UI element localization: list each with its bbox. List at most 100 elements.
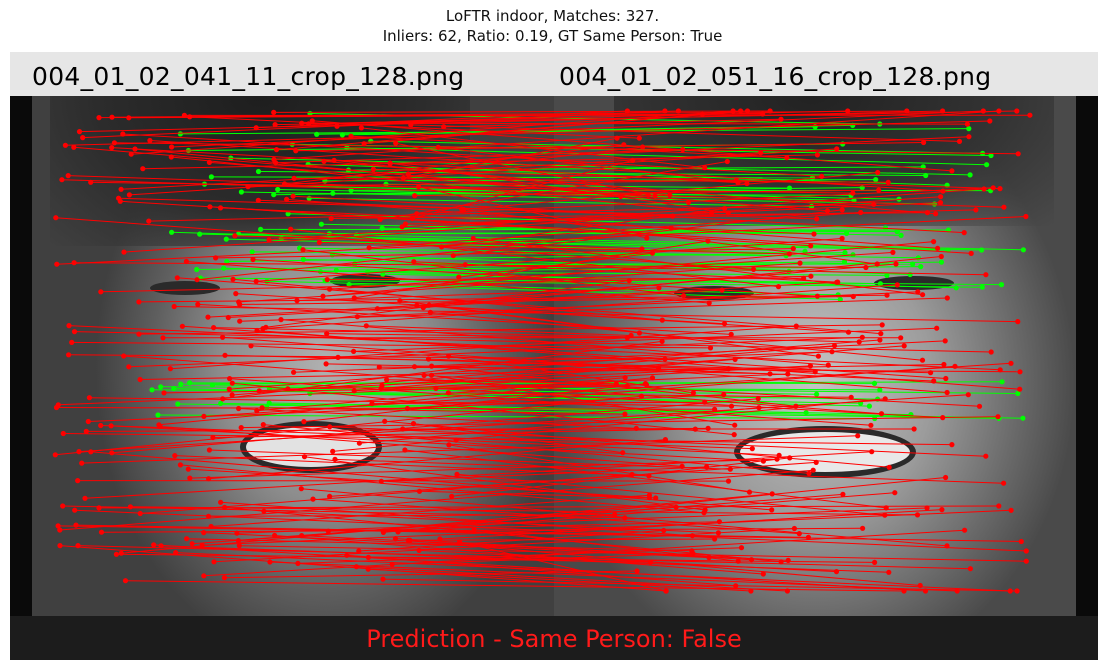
inlier-keypoint-left	[223, 236, 229, 242]
outlier-match-line	[55, 395, 642, 456]
outlier-keypoint-left	[172, 453, 178, 459]
outlier-keypoint-left	[250, 256, 256, 263]
outlier-keypoint-left	[236, 405, 242, 412]
outlier-match-line	[81, 435, 858, 464]
outlier-match-line	[68, 354, 666, 360]
outlier-keypoint-right	[898, 335, 904, 341]
outlier-keypoint-right	[915, 289, 921, 295]
outlier-match-line	[296, 287, 659, 302]
inlier-keypoint-right	[966, 126, 972, 132]
outlier-keypoint-left	[220, 396, 226, 402]
outlier-match-line	[56, 216, 1026, 265]
inlier-keypoint-right	[984, 162, 990, 168]
outlier-keypoint-left	[169, 144, 175, 150]
outlier-keypoint-left	[316, 239, 322, 245]
outlier-keypoint-right	[814, 216, 820, 222]
outlier-match-line	[58, 525, 1022, 542]
outlier-keypoint-left	[98, 289, 104, 295]
outlier-keypoint-left	[137, 376, 143, 383]
inlier-keypoint-left	[169, 229, 175, 235]
outlier-keypoint-right	[868, 422, 874, 428]
outlier-keypoint-right	[997, 186, 1003, 192]
outlier-keypoint-left	[439, 244, 445, 250]
outlier-keypoint-left	[380, 576, 386, 582]
outlier-keypoint-right	[840, 491, 846, 497]
outlier-keypoint-right	[643, 382, 650, 388]
inlier-keypoint-left	[318, 221, 324, 227]
outlier-match-line	[56, 407, 715, 410]
inlier-keypoint-left	[238, 189, 244, 195]
outlier-keypoint-left	[449, 493, 455, 499]
outlier-keypoint-left	[256, 388, 262, 394]
outlier-keypoint-left	[291, 175, 297, 181]
outlier-keypoint-left	[76, 129, 83, 135]
outlier-keypoint-right	[624, 108, 631, 114]
outlier-match-line	[74, 509, 1027, 552]
outlier-keypoint-right	[702, 399, 708, 405]
outlier-keypoint-right	[748, 557, 755, 563]
outlier-keypoint-left	[109, 450, 115, 456]
outlier-keypoint-right	[882, 396, 888, 402]
outlier-keypoint-left	[206, 476, 212, 482]
outlier-keypoint-left	[237, 301, 243, 308]
outlier-keypoint-left	[235, 538, 241, 544]
outlier-match-line	[120, 200, 972, 254]
outlier-keypoint-right	[848, 394, 854, 400]
outlier-keypoint-right	[721, 392, 727, 398]
outlier-keypoint-left	[136, 299, 142, 305]
outlier-keypoint-left	[185, 466, 191, 472]
outlier-keypoint-left	[86, 395, 92, 401]
outlier-keypoint-left	[327, 286, 333, 292]
outlier-keypoint-left	[380, 529, 386, 535]
outlier-match-line	[71, 341, 711, 349]
outlier-keypoint-left	[187, 475, 193, 481]
outlier-keypoint-left	[206, 447, 212, 453]
outlier-keypoint-left	[211, 325, 217, 331]
outlier-keypoint-left	[201, 530, 207, 536]
outlier-keypoint-right	[940, 108, 946, 114]
outlier-keypoint-right	[622, 411, 628, 417]
outlier-match-line	[312, 120, 952, 172]
outlier-keypoint-left	[299, 120, 305, 126]
outlier-match-line	[356, 566, 788, 592]
outlier-keypoint-right	[732, 422, 738, 428]
outlier-keypoint-left	[57, 527, 63, 533]
outlier-keypoint-left	[470, 235, 476, 242]
outlier-keypoint-left	[75, 543, 81, 549]
outlier-keypoint-right	[1001, 480, 1007, 486]
outlier-keypoint-left	[82, 495, 88, 501]
outlier-keypoint-right	[850, 190, 856, 196]
outlier-keypoint-left	[171, 303, 177, 310]
outlier-keypoint-left	[392, 536, 399, 542]
prediction-label: Prediction - Same Person: False	[366, 625, 742, 653]
inlier-keypoint-right	[898, 232, 904, 238]
outlier-keypoint-left	[221, 575, 228, 581]
inlier-keypoint-right	[844, 230, 850, 236]
outlier-match-line	[158, 377, 653, 426]
outlier-keypoint-right	[728, 403, 735, 409]
outlier-keypoint-left	[376, 364, 382, 370]
outlier-match-line	[290, 228, 779, 288]
outlier-keypoint-right	[685, 199, 692, 205]
outlier-keypoint-left	[126, 364, 132, 370]
outlier-keypoint-right	[886, 464, 892, 470]
outlier-match-line	[212, 428, 696, 438]
outlier-keypoint-left	[195, 301, 201, 307]
outlier-keypoint-right	[980, 108, 986, 114]
outlier-keypoint-right	[733, 177, 739, 183]
outlier-keypoint-right	[767, 371, 773, 377]
outlier-keypoint-right	[707, 345, 714, 351]
outlier-keypoint-right	[943, 375, 949, 382]
outlier-keypoint-left	[83, 428, 89, 434]
outlier-keypoint-right	[894, 282, 900, 288]
outlier-keypoint-left	[290, 193, 296, 199]
outlier-keypoint-left	[222, 352, 228, 358]
outlier-keypoint-left	[411, 259, 417, 265]
outlier-match-line	[86, 427, 709, 432]
outlier-keypoint-right	[733, 583, 739, 589]
outlier-keypoint-right	[613, 381, 619, 387]
outlier-keypoint-right	[690, 550, 696, 557]
outlier-keypoint-right	[1023, 213, 1029, 220]
outlier-match-line	[215, 248, 794, 259]
outlier-keypoint-right	[626, 278, 632, 284]
